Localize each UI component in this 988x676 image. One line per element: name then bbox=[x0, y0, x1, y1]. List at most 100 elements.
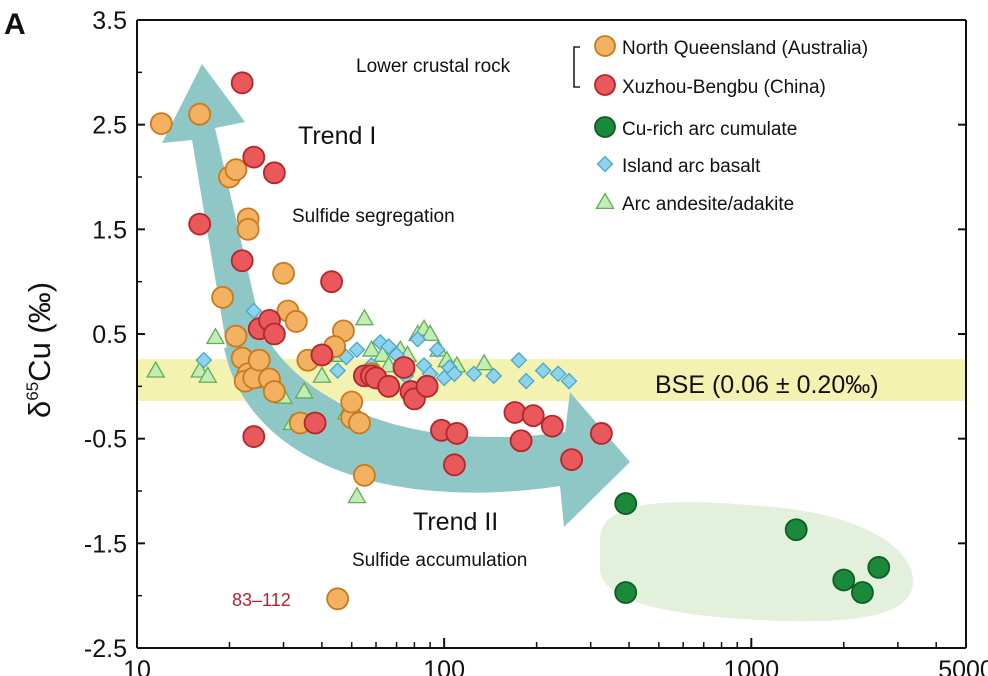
arc-andesite-point bbox=[474, 353, 494, 371]
north-queensland-point bbox=[236, 217, 260, 241]
outlier-note: 83–112 bbox=[232, 590, 291, 610]
legend: Lower crustal rock North Queensland (Aus… bbox=[356, 35, 868, 215]
xuzhou-bengbu-point bbox=[310, 343, 334, 367]
x-tick-label: 5000 bbox=[938, 656, 988, 676]
legend-entry-1: Xuzhou-Bengbu (China) bbox=[622, 77, 826, 98]
north-queensland-point bbox=[340, 390, 364, 414]
legend-marker-3 bbox=[596, 155, 614, 173]
xuzhou-bengbu-point bbox=[509, 429, 533, 453]
x-tick-label: 10 bbox=[123, 656, 151, 676]
island-arc-basalt-point bbox=[428, 341, 446, 359]
y-axis-label-superscript: 65 bbox=[23, 382, 42, 401]
north-queensland-point bbox=[247, 348, 271, 372]
cumulate-field bbox=[600, 502, 914, 622]
y-tick-label: 2.5 bbox=[92, 112, 127, 140]
xuzhou-bengbu-point bbox=[540, 414, 564, 438]
y-axis-label: δ65Cu (‰) bbox=[22, 282, 57, 418]
arc-andesite-point bbox=[294, 381, 314, 399]
island-arc-basalt-point bbox=[549, 365, 567, 383]
xuzhou-bengbu-point bbox=[262, 322, 286, 346]
island-arc-basalt-point bbox=[510, 351, 528, 369]
xuzhou-bengbu-point bbox=[230, 71, 254, 95]
island-arc-basalt-point bbox=[517, 372, 535, 390]
north-queensland-point bbox=[224, 324, 248, 348]
north-queensland-point bbox=[348, 411, 371, 435]
legend-entry-4: Arc andesite/adakite bbox=[622, 194, 794, 215]
xuzhou-bengbu-point bbox=[445, 422, 469, 445]
plot-axes: 3.5 2.5 1.5 0.5 -0.5 -1.5 -2.510 100 1000 5000 bbox=[84, 7, 988, 676]
x-tick-label: 100 bbox=[423, 656, 465, 676]
legend-bracket bbox=[573, 46, 580, 88]
north-queensland-point bbox=[272, 261, 295, 285]
xuzhou-bengbu-point bbox=[242, 425, 266, 448]
xuzhou-bengbu-point bbox=[377, 374, 401, 398]
island-arc-basalt-point bbox=[195, 351, 213, 369]
island-arc-basalt-point bbox=[560, 372, 578, 390]
north-queensland-point bbox=[211, 285, 235, 309]
arc-andesite-point bbox=[205, 327, 226, 345]
island-arc-basalt-point bbox=[380, 338, 398, 355]
legend-marker-2 bbox=[594, 116, 616, 138]
island-arc-basalt-point bbox=[446, 365, 463, 383]
xuzhou-bengbu-point bbox=[589, 422, 613, 445]
north-queensland-point bbox=[326, 587, 350, 611]
y-tick-label: -2.5 bbox=[84, 635, 127, 663]
panel-label: A bbox=[4, 8, 26, 41]
arc-andesite-point bbox=[146, 360, 166, 378]
cu-rich-cumulate-point bbox=[867, 556, 891, 579]
trend1-subtitle: Sulfide segregation bbox=[292, 206, 455, 227]
data-points bbox=[146, 71, 891, 611]
island-arc-basalt-point bbox=[409, 330, 427, 348]
island-arc-basalt-point bbox=[534, 362, 552, 380]
north-queensland-point bbox=[284, 310, 308, 333]
legend-entry-0: North Queensland (Australia) bbox=[622, 38, 868, 59]
legend-marker-1 bbox=[594, 74, 616, 96]
background-layer bbox=[137, 64, 966, 622]
xuzhou-bengbu-point bbox=[560, 448, 584, 472]
north-queensland-point bbox=[224, 158, 248, 182]
north-queensland-point bbox=[353, 463, 376, 487]
island-arc-basalt-point bbox=[465, 365, 483, 383]
y-axis-label-main: δ bbox=[22, 401, 57, 418]
arc-andesite-point bbox=[312, 366, 332, 383]
xuzhou-bengbu-point bbox=[262, 161, 286, 185]
xuzhou-bengbu-point bbox=[303, 411, 327, 435]
y-axis-label-rest: Cu (‰) bbox=[22, 282, 57, 382]
island-arc-basalt-point bbox=[245, 302, 263, 320]
y-tick-label: 3.5 bbox=[92, 7, 127, 35]
arc-andesite-point bbox=[420, 324, 440, 342]
bse-label: BSE (0.06 ± 0.20‰) bbox=[655, 371, 879, 399]
xuzhou-bengbu-point bbox=[415, 374, 439, 398]
trend1-title: Trend I bbox=[298, 122, 376, 150]
legend-entry-3: Island arc basalt bbox=[622, 156, 761, 177]
island-arc-basalt-point bbox=[485, 367, 503, 385]
arc-andesite-point bbox=[372, 345, 393, 362]
legend-markers bbox=[594, 35, 616, 210]
xuzhou-bengbu-point bbox=[521, 404, 545, 428]
cu-rich-cumulate-point bbox=[614, 492, 638, 515]
north-queensland-point bbox=[149, 112, 173, 136]
xuzhou-bengbu-point bbox=[392, 356, 416, 379]
trend1-arrow bbox=[162, 64, 265, 355]
xuzhou-bengbu-point bbox=[320, 270, 343, 294]
trend2-subtitle: Sulfide accumulation bbox=[352, 550, 527, 571]
legend-marker-4 bbox=[595, 192, 615, 210]
xuzhou-bengbu-point bbox=[443, 453, 466, 477]
cu-rich-cumulate-point bbox=[851, 581, 874, 604]
cu-rich-cumulate-point bbox=[784, 518, 808, 542]
cu-rich-cumulate-point bbox=[832, 568, 856, 592]
cu-rich-cumulate-point bbox=[614, 581, 638, 604]
trend2-title: Trend II bbox=[413, 508, 498, 536]
y-tick-label: -0.5 bbox=[84, 426, 127, 454]
island-arc-basalt-point bbox=[348, 341, 366, 359]
north-queensland-point bbox=[262, 380, 286, 403]
arc-andesite-point bbox=[347, 486, 367, 504]
island-arc-basalt-point bbox=[329, 362, 347, 380]
x-tick-label: 1000 bbox=[723, 656, 779, 676]
arc-andesite-point bbox=[361, 339, 382, 357]
xuzhou-bengbu-point bbox=[230, 249, 254, 273]
xuzhou-bengbu-point bbox=[242, 145, 266, 169]
xuzhou-bengbu-point bbox=[188, 212, 212, 236]
y-tick-label: 0.5 bbox=[92, 321, 127, 349]
